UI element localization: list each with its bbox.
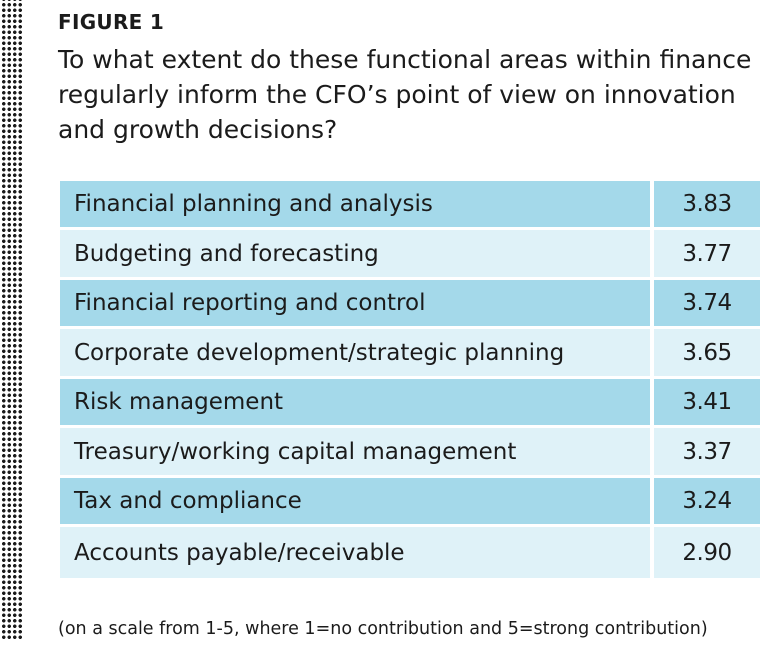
table-row: Risk management 3.41 (60, 379, 760, 425)
category-label: Risk management (60, 379, 654, 425)
category-label: Tax and compliance (60, 478, 654, 524)
dotted-border-decoration (0, 0, 22, 640)
score-value: 2.90 (654, 527, 760, 578)
chart-title: To what extent do these functional areas… (58, 45, 752, 144)
figure-label: FIGURE 1 (58, 10, 165, 34)
score-value: 3.41 (654, 379, 760, 425)
category-label: Financial reporting and control (60, 280, 654, 326)
score-value: 3.74 (654, 280, 760, 326)
table-row: Tax and compliance 3.24 (60, 478, 760, 524)
table-row: Financial reporting and control 3.74 (60, 280, 760, 326)
table-row: Treasury/working capital management 3.37 (60, 428, 760, 475)
category-label: Financial planning and analysis (60, 181, 654, 227)
score-value: 3.83 (654, 181, 760, 227)
score-value: 3.37 (654, 428, 760, 475)
score-value: 3.77 (654, 230, 760, 277)
score-value: 3.65 (654, 329, 760, 376)
table-row: Budgeting and forecasting 3.77 (60, 230, 760, 277)
table-row: Accounts payable/receivable 2.90 (60, 527, 760, 578)
results-table: Financial planning and analysis 3.83 Budge… (60, 178, 760, 581)
category-label: Budgeting and forecasting (60, 230, 654, 277)
table-row: Financial planning and analysis 3.83 (60, 181, 760, 227)
results-table-body: Financial planning and analysis 3.83 Budge… (60, 181, 760, 578)
category-label: Corporate development/strategic planning (60, 329, 654, 376)
category-label: Treasury/working capital management (60, 428, 654, 475)
table-row: Corporate development/strategic planning… (60, 329, 760, 376)
score-value: 3.24 (654, 478, 760, 524)
scale-footnote: (on a scale from 1-5, where 1=no contrib… (58, 619, 708, 639)
category-label: Accounts payable/receivable (60, 527, 654, 578)
